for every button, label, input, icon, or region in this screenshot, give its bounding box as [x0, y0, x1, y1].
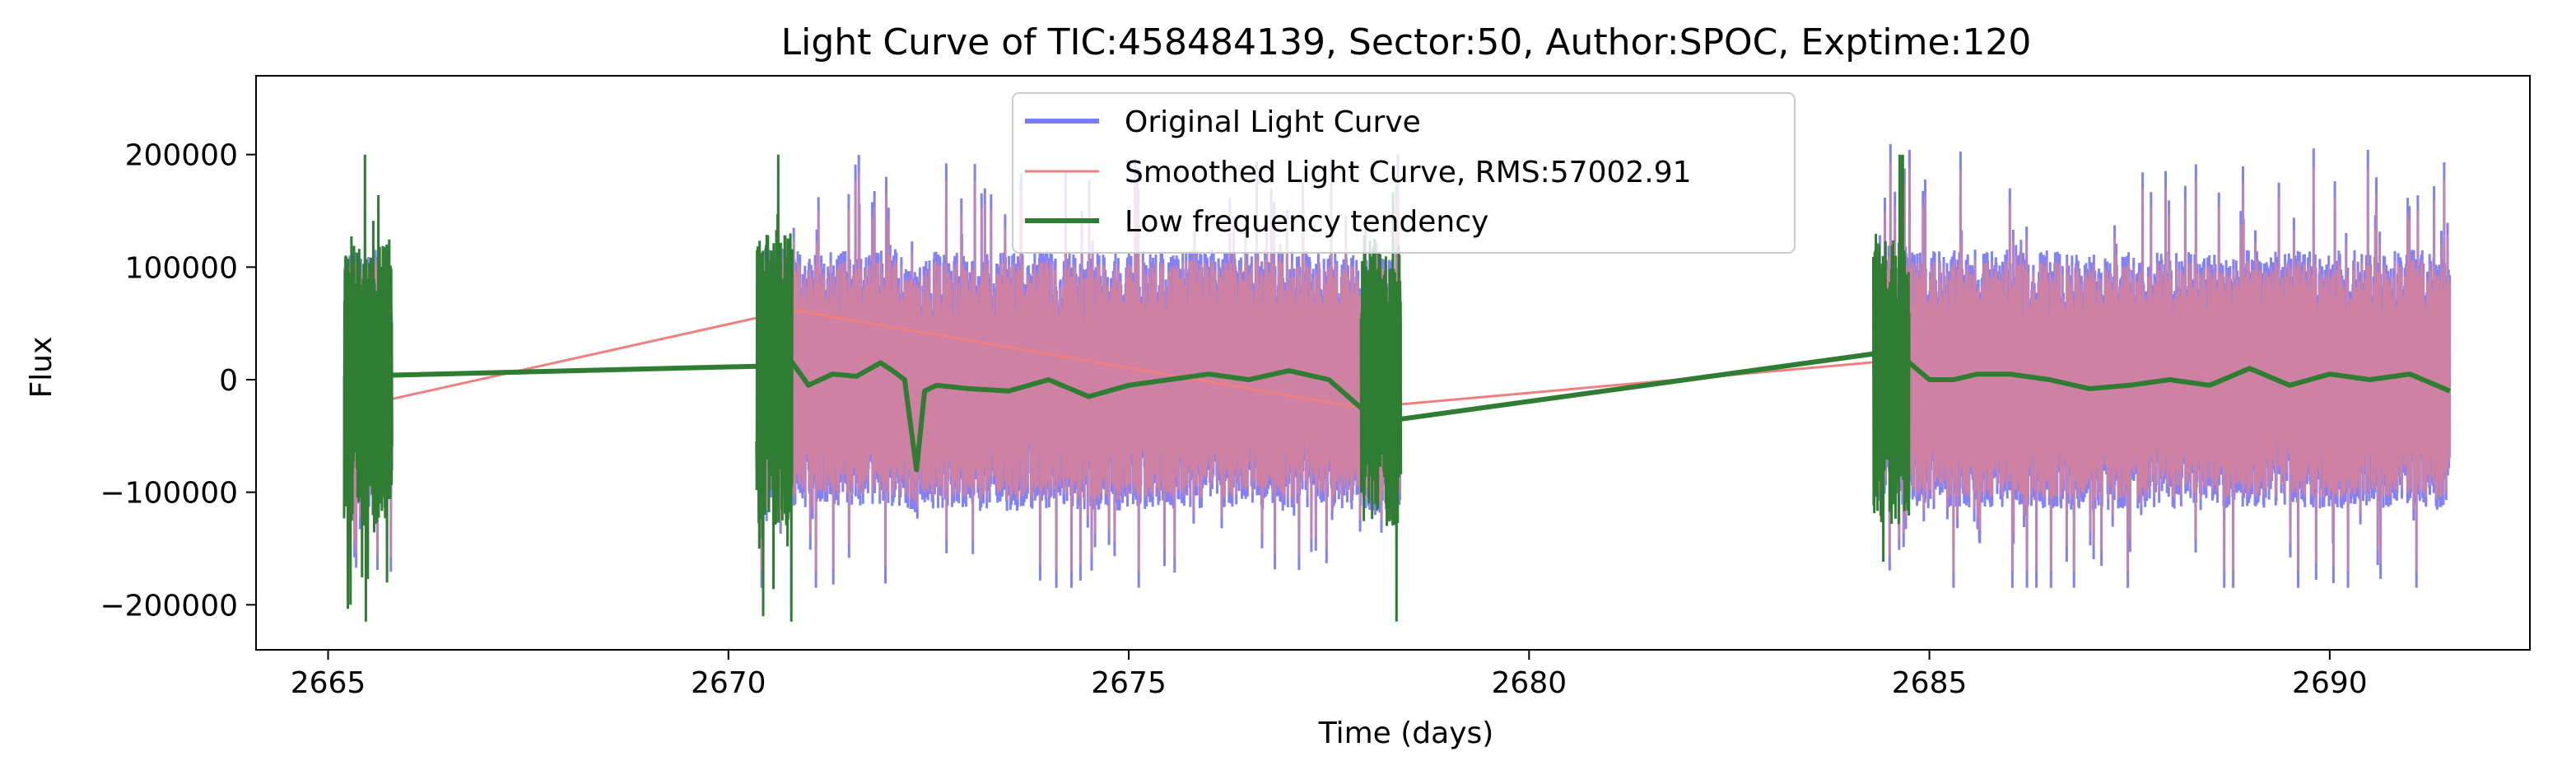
series-low-frequency-tendency: [342, 154, 2451, 622]
trend-edge-burst: [1872, 154, 1911, 563]
y-tick-label: 0: [219, 364, 238, 398]
x-tick-label: 2690: [2292, 666, 2368, 700]
legend: Original Light Curve Smoothed Light Curv…: [1012, 92, 1796, 254]
y-tick-label: −200000: [100, 589, 238, 623]
x-axis-label: Time (days): [1318, 717, 1494, 750]
legend-label-smoothed: Smoothed Light Curve, RMS:57002.91: [1125, 156, 1692, 189]
x-tick-label: 2665: [291, 666, 366, 700]
y-tick-label: −100000: [100, 477, 238, 511]
legend-label-trend: Low frequency tendency: [1125, 205, 1488, 239]
trend-edge-burst: [1359, 192, 1403, 622]
chart-title: Light Curve of TIC:458484139, Sector:50,…: [781, 21, 2032, 63]
x-tick-label: 2685: [1892, 666, 1968, 700]
legend-box: [1012, 92, 1796, 254]
x-tick-label: 2670: [691, 666, 766, 700]
x-tick-label: 2680: [1492, 666, 1567, 700]
plot-frame: [255, 75, 2531, 651]
y-axis-ticks: −200000 −100000 0 100000 200000: [100, 139, 256, 623]
y-tick-label: 100000: [125, 251, 238, 285]
y-tick-label: 200000: [125, 139, 238, 173]
smoothed-curve-segment: [759, 172, 1402, 572]
smoothed-curve-segment: [1872, 162, 2451, 572]
y-axis-label: Flux: [25, 337, 58, 399]
trend-edge-burst: [342, 154, 394, 622]
legend-label-original: Original Light Curve: [1125, 105, 1421, 139]
trend-line: [345, 351, 2451, 473]
plot-area: [342, 143, 2452, 622]
trend-edge-burst: [755, 154, 794, 622]
x-tick-label: 2675: [1091, 666, 1167, 700]
x-axis-ticks: 2665 2670 2675 2680 2685 2690: [291, 650, 2368, 700]
smoothed-gap-connector: [352, 308, 1906, 409]
